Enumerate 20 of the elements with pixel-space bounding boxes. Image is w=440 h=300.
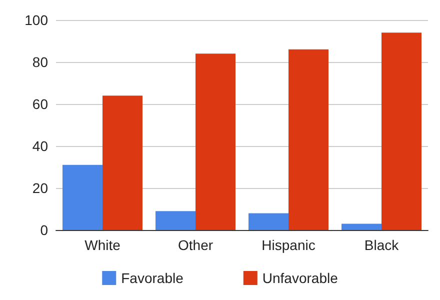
y-tick-label: 0	[40, 222, 48, 238]
bar	[102, 96, 142, 230]
x-tick-label: Black	[364, 237, 400, 253]
bar	[248, 213, 288, 230]
bar	[382, 32, 422, 230]
legend-label: Favorable	[121, 270, 184, 286]
y-tick-label: 40	[32, 138, 48, 154]
legend-label: Unfavorable	[262, 270, 338, 286]
y-tick-label: 60	[32, 96, 48, 112]
bar	[196, 54, 236, 230]
bar	[342, 224, 382, 230]
y-tick-label: 100	[24, 12, 48, 28]
bar	[62, 164, 102, 230]
bar	[156, 211, 196, 230]
bar	[288, 49, 328, 230]
y-tick-label: 20	[32, 180, 48, 196]
y-tick-label: 80	[32, 54, 48, 70]
x-tick-label: White	[84, 237, 121, 253]
x-tick-label: Hispanic	[262, 237, 316, 253]
x-tick-label: Other	[178, 237, 214, 253]
